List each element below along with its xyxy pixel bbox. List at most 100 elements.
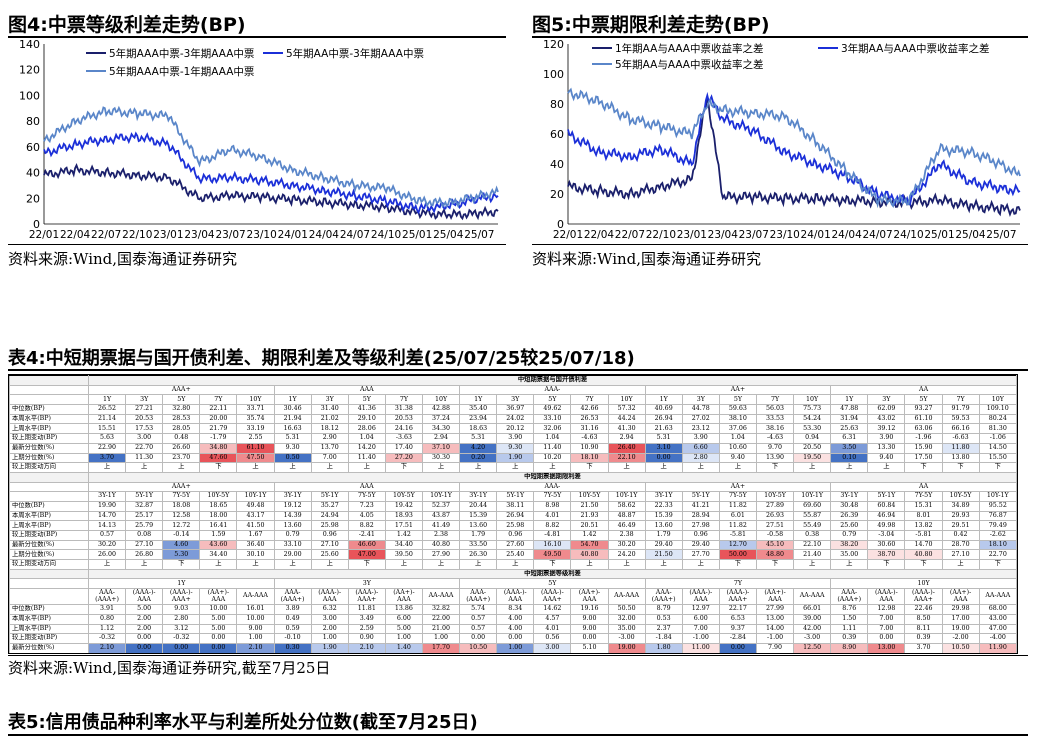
table-cell: 14.13 xyxy=(87,520,127,531)
table-row: 上期分位数(%) 26.00 26.80 5.30 34.40 30.10 29.00 25.… xyxy=(9,549,1017,561)
table-cell: 14.62 xyxy=(533,604,572,615)
table-cell: -4.63 xyxy=(570,433,609,444)
table-cell: 13.00 xyxy=(755,613,795,625)
table-cell: 26.52 xyxy=(87,404,127,415)
fig4-x-tick-label: 22/01 xyxy=(29,229,59,241)
table-cell: 34.80 xyxy=(199,442,238,454)
term-header-row: AAA- (AAA+) (AAA-)- AAA (AAA-)- AAA+ (AA+)-… xyxy=(9,588,1017,606)
table-cell: 5.31 xyxy=(644,433,683,444)
table-cell: 48.80 xyxy=(755,549,795,561)
table-cell: 33.10 xyxy=(533,413,572,425)
fig4-x-tick-label: 22/10 xyxy=(122,229,152,241)
fig5-series-line-3 xyxy=(567,87,1021,209)
table-cell: 0.30 xyxy=(273,642,312,653)
term-header: 10Y-5Y xyxy=(199,491,238,502)
table-row: 较上期变动(BP) -0.32 0.00 -0.32 0.00 1.00 -0.10 1.00… xyxy=(9,633,1017,644)
table-cell: 30.48 xyxy=(830,500,869,512)
fig4-x-tick-label: 25/04 xyxy=(433,229,464,241)
table-cell: 1.79 xyxy=(644,530,683,541)
table-cell: 26.00 xyxy=(87,549,127,561)
table-cell: 5.31 xyxy=(459,433,498,444)
table-cell: 69.60 xyxy=(793,500,832,512)
table-cell: 22.70 xyxy=(978,549,1017,561)
group-header: AAA xyxy=(273,384,461,396)
table-cell: 49.48 xyxy=(236,500,275,512)
table4-title-rule xyxy=(8,369,1028,371)
table-cell: 上 xyxy=(644,559,683,570)
fig5-title: 图5:中票期限利差走势(BP) xyxy=(532,14,770,36)
table-cell: 0.90 xyxy=(347,633,386,644)
table-cell: 27.89 xyxy=(755,500,795,512)
table-cell: 15.50 xyxy=(978,452,1017,464)
table-cell: 4.00 xyxy=(496,613,535,625)
table-cell: 16.01 xyxy=(236,604,275,615)
table-cell: 43.87 xyxy=(421,510,461,522)
table-cell: 5.00 xyxy=(125,604,164,615)
table-cell: 35.00 xyxy=(830,549,869,561)
table-cell: 79.49 xyxy=(978,520,1017,531)
table-cell: 16.63 xyxy=(273,423,312,435)
table-cell: 33.50 xyxy=(459,539,498,551)
fig4-y-tick-label: 40 xyxy=(26,167,40,180)
table-cell: 27.20 xyxy=(384,452,423,464)
table-cell: 13.60 xyxy=(273,520,312,531)
row-label: 最新分位数(%) xyxy=(9,642,89,653)
table-cell: 23.94 xyxy=(459,413,498,425)
fig4-y-tick-label: 120 xyxy=(19,64,40,77)
table-cell: 62.09 xyxy=(867,404,906,415)
table-cell: 34.40 xyxy=(199,549,238,561)
table-cell: 0.57 xyxy=(459,623,498,635)
term-header: 5Y-1Y xyxy=(681,491,720,502)
table-cell: 9.37 xyxy=(718,623,757,635)
table-cell: 13.00 xyxy=(867,642,906,653)
table-cell: 上 xyxy=(496,559,535,570)
table-cell: 20.00 xyxy=(199,413,238,425)
fig5-x-tick-label: 23/10 xyxy=(770,229,800,241)
table-cell: 7.00 xyxy=(867,623,906,635)
table-cell: 24.94 xyxy=(310,510,349,522)
table5-title-rule xyxy=(8,734,1028,736)
table-cell: 0.50 xyxy=(162,652,201,653)
table-row: 最新分位数(%) 2.10 0.00 0.00 0.00 2.10 0.30 1.90 2.10… xyxy=(9,642,1017,653)
table-cell: 27.02 xyxy=(681,413,720,425)
table-cell: 0.96 xyxy=(496,530,535,541)
table-cell: 3.00 xyxy=(533,642,572,653)
row-label xyxy=(9,588,89,606)
table-cell: 1.80 xyxy=(644,642,683,653)
table-cell: -2.00 xyxy=(941,633,980,644)
table-cell: 25.98 xyxy=(310,520,349,531)
table-cell: 0.08 xyxy=(125,530,164,541)
table-cell: 21.63 xyxy=(644,423,683,435)
term-header: AA-AAA xyxy=(236,588,275,606)
table-cell: 3.70 xyxy=(904,642,943,653)
table-cell: 13.90 xyxy=(755,452,795,464)
table-cell: 27.51 xyxy=(755,520,795,531)
table-cell: 0.00 xyxy=(199,642,238,653)
fig4-y-tick-label: 100 xyxy=(19,89,40,102)
table-cell: 2.80 xyxy=(681,452,720,464)
table-cell: 上 xyxy=(125,559,164,570)
fig5-x-tick-label: 23/07 xyxy=(739,229,769,241)
table-cell: 41.36 xyxy=(347,404,386,415)
table-cell: -0.32 xyxy=(162,633,201,644)
term-header: AAA- (AAA+) xyxy=(273,588,312,606)
section-title: 中短期票据等级利差 xyxy=(88,568,1017,580)
fig4-y-tick-label: 20 xyxy=(26,192,40,205)
table-cell: -6.63 xyxy=(941,433,980,444)
table-cell: 2.38 xyxy=(607,530,646,541)
group-header: AAA xyxy=(273,481,461,493)
table-cell: 7.00 xyxy=(867,613,906,625)
table-cell: 11.82 xyxy=(718,500,757,512)
table-cell: 0.49 xyxy=(273,613,312,625)
table-cell: 2.10 xyxy=(904,652,943,653)
table-cell: 5.00 xyxy=(199,613,238,625)
table-cell: 下 xyxy=(384,462,423,473)
table-cell: 1.67 xyxy=(236,530,275,541)
table-cell: 26.39 xyxy=(830,510,869,522)
table-cell: 16.20 xyxy=(421,652,461,653)
table-cell: 38.70 xyxy=(867,549,906,561)
term-header: (AAA-)- AAA+ xyxy=(162,588,201,606)
term-header: 3Y xyxy=(125,394,164,406)
table-cell: 0.20 xyxy=(459,452,498,464)
table-cell: 2.80 xyxy=(162,613,201,625)
